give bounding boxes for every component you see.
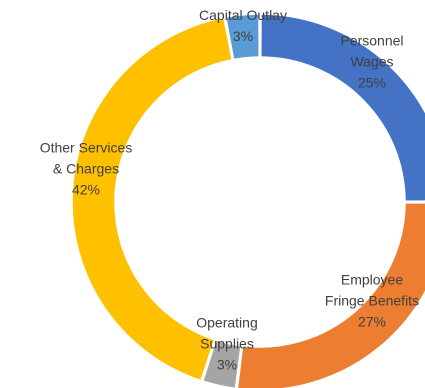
- slice-label-0: Personnel Wages 25%: [340, 33, 403, 91]
- slice-name-label: Fringe Benefits: [325, 293, 419, 309]
- slice-percent-label: 3%: [217, 357, 237, 373]
- slices-layer: [71, 13, 425, 388]
- slice-percent-label: 3%: [233, 28, 253, 44]
- donut-slice-4: [224, 13, 260, 61]
- slice-name-label: & Charges: [53, 161, 119, 177]
- slice-label-3: Other Services & Charges 42%: [40, 140, 133, 198]
- slice-name-label: Other Services: [40, 140, 133, 156]
- slice-percent-label: 25%: [358, 75, 386, 91]
- donut-slice-2: [201, 339, 242, 388]
- slice-name-label: Wages: [350, 54, 393, 70]
- slice-name-label: Operating: [196, 315, 257, 331]
- labels-layer: Personnel Wages 25% Employee Fringe Benefits…: [40, 7, 419, 373]
- slice-label-2: Operating Supplies 3%: [196, 315, 257, 373]
- slice-name-label: Capital Outlay: [199, 7, 287, 23]
- slice-label-1: Employee Fringe Benefits 27%: [325, 272, 419, 330]
- slice-label-4: Capital Outlay 3%: [199, 7, 287, 44]
- donut-slice-0: [260, 13, 425, 202]
- slice-name-label: Supplies: [200, 336, 254, 352]
- slice-percent-label: 42%: [72, 182, 100, 198]
- slice-name-label: Employee: [341, 272, 403, 288]
- slice-percent-label: 27%: [358, 314, 386, 330]
- slice-name-label: Personnel: [340, 33, 403, 49]
- donut-slice-3: [71, 16, 233, 382]
- donut-slice-1: [236, 202, 425, 388]
